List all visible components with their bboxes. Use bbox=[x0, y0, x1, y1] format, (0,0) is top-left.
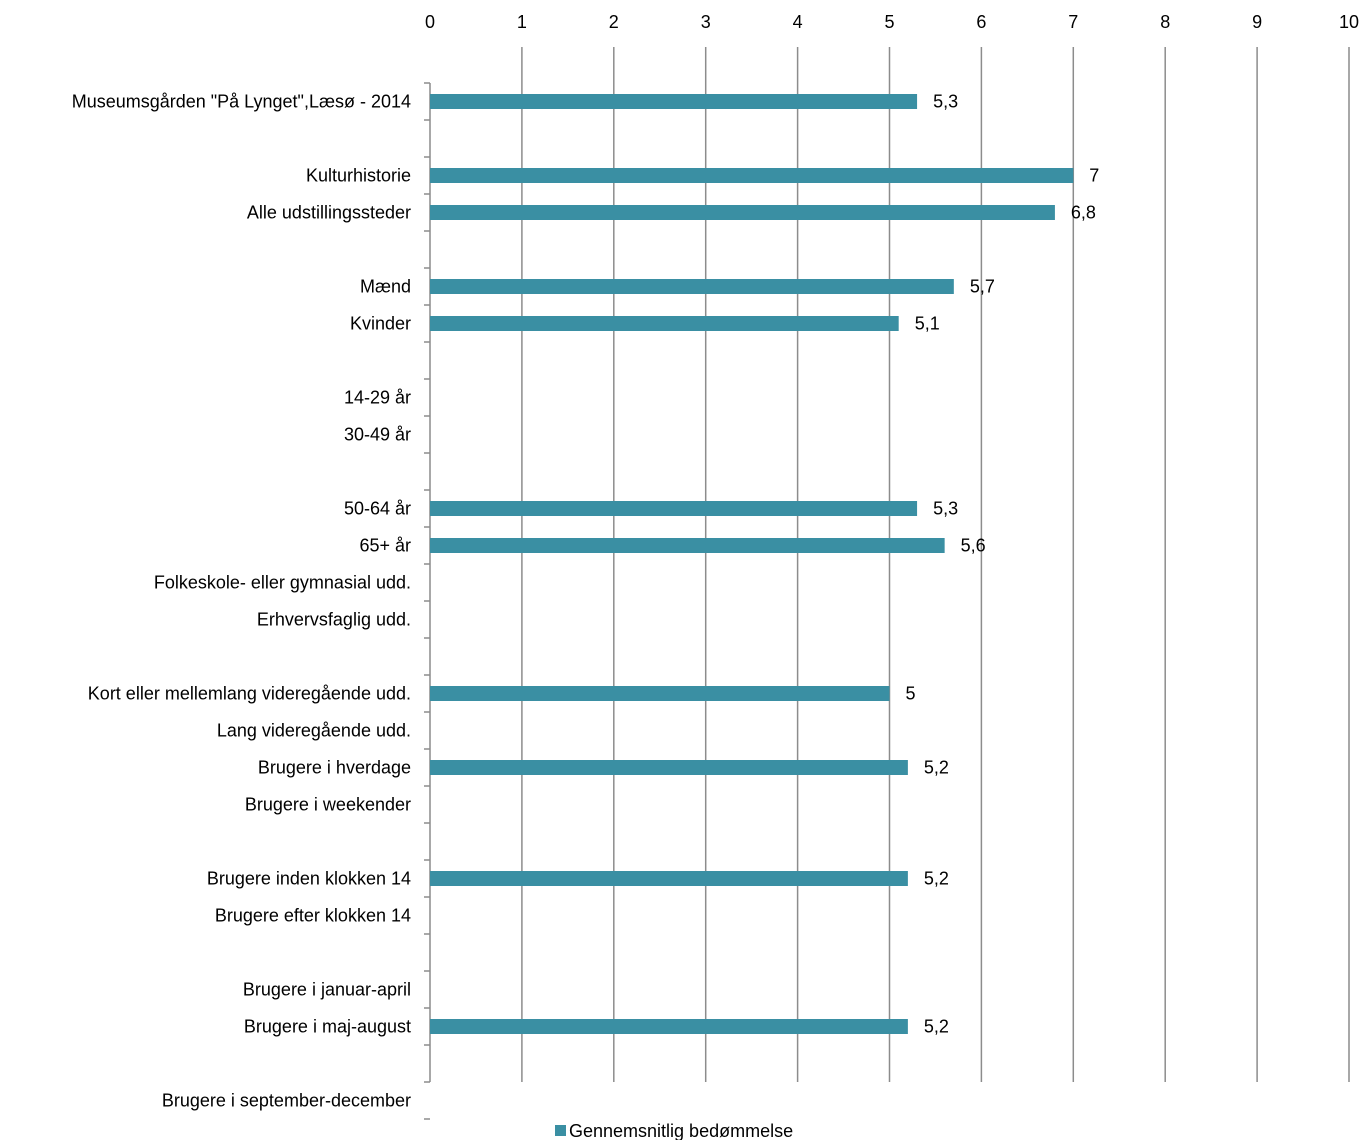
bars bbox=[430, 94, 1074, 1034]
x-tick-label: 8 bbox=[1160, 12, 1170, 32]
category-label: Brugere i weekender bbox=[245, 795, 411, 815]
category-label: Brugere i september-december bbox=[162, 1091, 411, 1111]
category-label: Folkeskole- eller gymnasial udd. bbox=[154, 573, 411, 593]
x-tick-label: 5 bbox=[884, 12, 894, 32]
data-label: 5,6 bbox=[961, 536, 986, 556]
bar bbox=[430, 538, 945, 553]
category-label: Kulturhistorie bbox=[306, 166, 411, 186]
data-label: 5,7 bbox=[970, 277, 995, 297]
category-label: 65+ år bbox=[359, 536, 411, 556]
value-labels: 5,376,85,75,15,35,655,25,25,2 bbox=[906, 92, 1100, 1037]
bar bbox=[430, 871, 908, 886]
legend: Gennemsnitlig bedømmelse bbox=[555, 1121, 793, 1140]
x-tick-label: 2 bbox=[609, 12, 619, 32]
category-label: Kort eller mellemlang videregående udd. bbox=[88, 684, 411, 704]
category-labels: Museumsgården "På Lynget",Læsø - 2014 Kul… bbox=[72, 92, 411, 1111]
category-label: 14-29 år bbox=[344, 388, 411, 408]
category-label: 50-64 år bbox=[344, 499, 411, 519]
y-axis-ticks bbox=[424, 82, 430, 1120]
x-tick-label: 3 bbox=[701, 12, 711, 32]
data-label: 5,2 bbox=[924, 869, 949, 889]
bar bbox=[430, 501, 918, 516]
legend-label: Gennemsnitlig bedømmelse bbox=[569, 1121, 793, 1140]
bar bbox=[430, 316, 899, 331]
bar bbox=[430, 760, 908, 775]
bar bbox=[430, 205, 1055, 220]
category-label: Kvinder bbox=[350, 314, 411, 334]
category-label: Erhvervsfaglig udd. bbox=[257, 610, 411, 630]
category-label: Brugere i januar-april bbox=[243, 980, 411, 1000]
x-axis-ticks: 0 1 2 3 4 5 6 7 8 9 10 bbox=[425, 12, 1359, 32]
category-label: Brugere inden klokken 14 bbox=[207, 869, 411, 889]
data-label: 5,2 bbox=[924, 758, 949, 778]
data-label: 6,8 bbox=[1071, 203, 1096, 223]
category-label: Alle udstillingssteder bbox=[247, 203, 411, 223]
category-label: Brugere i maj-august bbox=[244, 1017, 411, 1037]
bar bbox=[430, 686, 890, 701]
category-label: Lang videregående udd. bbox=[217, 721, 411, 741]
bar bbox=[430, 168, 1074, 183]
bar bbox=[430, 1019, 908, 1034]
data-label: 5,3 bbox=[933, 499, 958, 519]
x-tick-label: 6 bbox=[976, 12, 986, 32]
x-tick-label: 1 bbox=[517, 12, 527, 32]
bar bbox=[430, 94, 918, 109]
gridlines bbox=[521, 47, 1350, 1082]
bar bbox=[430, 279, 954, 294]
category-label: Brugere i hverdage bbox=[258, 758, 411, 778]
data-label: 5,2 bbox=[924, 1017, 949, 1037]
x-tick-label: 0 bbox=[425, 12, 435, 32]
legend-swatch bbox=[555, 1125, 566, 1136]
data-label: 5 bbox=[906, 684, 916, 704]
x-tick-label: 4 bbox=[793, 12, 803, 32]
data-label: 5,3 bbox=[933, 92, 958, 112]
x-tick-label: 10 bbox=[1339, 12, 1359, 32]
category-label: Museumsgården "På Lynget",Læsø - 2014 bbox=[72, 92, 411, 112]
data-label: 5,1 bbox=[915, 314, 940, 334]
x-tick-label: 7 bbox=[1068, 12, 1078, 32]
category-label: Mænd bbox=[360, 277, 411, 297]
category-label: 30-49 år bbox=[344, 425, 411, 445]
data-label: 7 bbox=[1089, 166, 1099, 186]
x-tick-label: 9 bbox=[1252, 12, 1262, 32]
category-label: Brugere efter klokken 14 bbox=[215, 906, 411, 926]
